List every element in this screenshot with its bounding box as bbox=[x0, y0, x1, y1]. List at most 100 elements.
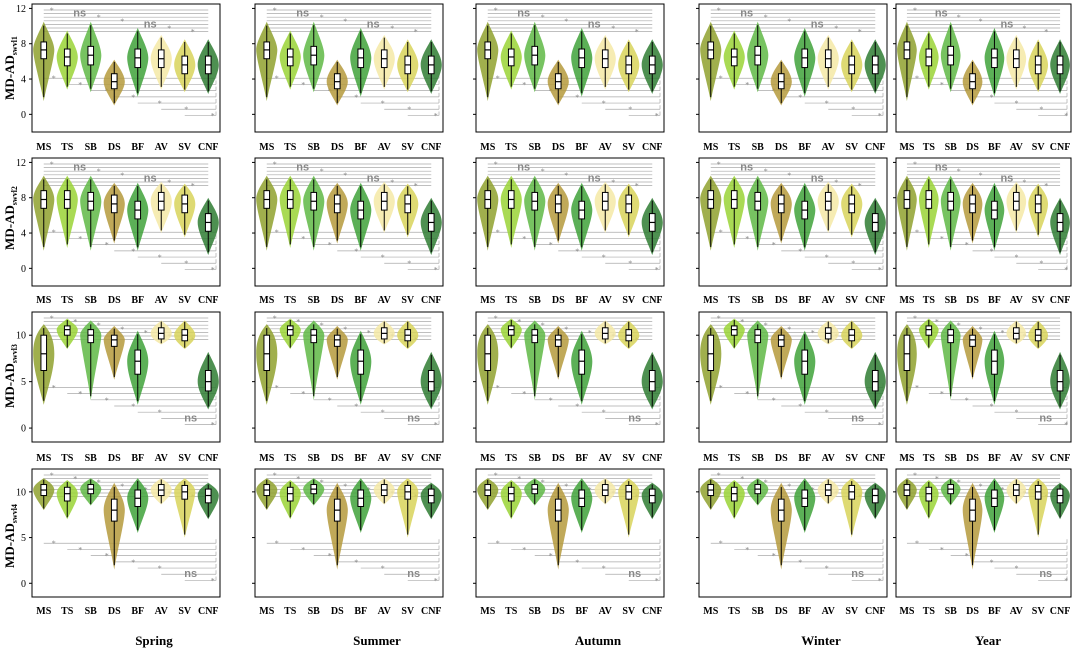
x-tick-label-ms: MS bbox=[703, 295, 718, 306]
significance-brackets: *ns**ns********* bbox=[43, 6, 217, 120]
box-ts bbox=[507, 325, 515, 336]
x-tick-label-sb: SB bbox=[752, 453, 765, 464]
sig-label: * bbox=[745, 234, 749, 243]
box-ts bbox=[925, 325, 933, 336]
sig-label: * bbox=[320, 13, 324, 22]
sig-label: * bbox=[635, 28, 639, 37]
sig-label: * bbox=[990, 402, 994, 411]
x-tick-label-sv: SV bbox=[178, 295, 192, 306]
sig-label: ns bbox=[407, 568, 420, 580]
x-tick-label-sv: SV bbox=[178, 142, 192, 153]
x-tick-label-ts: TS bbox=[284, 453, 297, 464]
significance-brackets: ************ns* bbox=[906, 471, 1068, 585]
sig-label: ns bbox=[1000, 18, 1013, 30]
sig-label: * bbox=[120, 325, 124, 334]
x-tick-label-ms: MS bbox=[899, 295, 914, 306]
x-tick-label-ts: TS bbox=[728, 606, 741, 617]
x-tick-label-av: AV bbox=[378, 606, 392, 617]
x-tick-label-bf: BF bbox=[798, 606, 811, 617]
x-tick-label-sb: SB bbox=[529, 142, 542, 153]
ylabel-row-3: MD-ADswvl3 bbox=[2, 344, 19, 408]
sig-label: * bbox=[915, 74, 919, 83]
y-tick-label: 12 bbox=[16, 4, 26, 15]
x-tick-label-av: AV bbox=[1010, 606, 1024, 617]
sig-label: * bbox=[414, 28, 418, 37]
x-tick-label-ds: DS bbox=[331, 606, 344, 617]
sig-label: * bbox=[158, 564, 162, 573]
sig-label: * bbox=[354, 93, 358, 102]
sig-label: * bbox=[655, 265, 659, 274]
x-tick-label-ts: TS bbox=[505, 606, 518, 617]
x-tick-label-ms: MS bbox=[36, 295, 51, 306]
box-cnf bbox=[427, 370, 435, 392]
x-tick-label-cnf: CNF bbox=[865, 606, 886, 617]
box-ts bbox=[63, 325, 71, 336]
x-tick-label-ds: DS bbox=[775, 606, 788, 617]
panel-frame bbox=[31, 468, 221, 598]
sig-label: * bbox=[273, 160, 277, 169]
sig-label: * bbox=[740, 475, 744, 484]
panel-frame bbox=[475, 157, 665, 287]
sig-label: * bbox=[50, 6, 54, 15]
panel-frame bbox=[254, 468, 444, 598]
sig-label: * bbox=[517, 318, 521, 327]
sig-label: * bbox=[50, 314, 54, 323]
x-tick-label-sv: SV bbox=[1032, 142, 1046, 153]
sig-label: * bbox=[764, 321, 768, 330]
sig-label: * bbox=[787, 171, 791, 180]
sig-label: * bbox=[522, 390, 526, 399]
box-sb bbox=[531, 329, 539, 344]
x-tick-label-av: AV bbox=[822, 606, 836, 617]
x-tick-label-cnf: CNF bbox=[198, 606, 219, 617]
sig-label: * bbox=[494, 471, 498, 480]
sig-label: * bbox=[120, 482, 124, 491]
panel-frame bbox=[254, 311, 444, 443]
sig-label: * bbox=[719, 228, 723, 237]
sig-label: * bbox=[496, 383, 500, 392]
sig-label: * bbox=[745, 545, 749, 554]
x-tick-label-cnf: CNF bbox=[421, 453, 442, 464]
x-tick-label-bf: BF bbox=[798, 142, 811, 153]
x-tick-label-av: AV bbox=[1010, 142, 1024, 153]
sig-label: * bbox=[211, 576, 215, 585]
sig-label: * bbox=[78, 390, 82, 399]
x-tick-label-ds: DS bbox=[331, 295, 344, 306]
sig-label: * bbox=[52, 74, 56, 83]
x-tick-label-ms: MS bbox=[480, 606, 495, 617]
sig-label: * bbox=[328, 241, 332, 250]
sig-label: * bbox=[414, 182, 418, 191]
sig-label: * bbox=[717, 314, 721, 323]
x-tick-label-ds: DS bbox=[552, 606, 565, 617]
x-tick-label-sb: SB bbox=[945, 142, 958, 153]
x-tick-label-av: AV bbox=[599, 295, 613, 306]
sig-label: * bbox=[381, 564, 385, 573]
sig-label: * bbox=[787, 325, 791, 334]
sig-label: * bbox=[131, 402, 135, 411]
x-tick-label-bf: BF bbox=[131, 295, 144, 306]
box-bf bbox=[134, 349, 142, 375]
box-ms bbox=[903, 334, 911, 372]
sig-label: * bbox=[719, 539, 723, 548]
panel-frame bbox=[31, 311, 221, 443]
x-tick-label-cnf: CNF bbox=[198, 142, 219, 153]
sig-label: * bbox=[381, 408, 385, 417]
x-tick-label-cnf: CNF bbox=[421, 295, 442, 306]
x-tick-label-sv: SV bbox=[622, 606, 636, 617]
sig-label: * bbox=[144, 328, 148, 337]
x-tick-label-av: AV bbox=[1010, 453, 1024, 464]
x-tick-label-cnf: CNF bbox=[1050, 453, 1071, 464]
x-tick-label-sb: SB bbox=[308, 606, 321, 617]
x-tick-label-ms: MS bbox=[36, 142, 51, 153]
y-tick-label: 8 bbox=[21, 193, 26, 204]
box-cnf bbox=[648, 370, 656, 392]
sig-label: * bbox=[979, 325, 983, 334]
sig-label: * bbox=[78, 80, 82, 89]
sig-label: * bbox=[73, 318, 77, 327]
x-tick-label-sb: SB bbox=[752, 606, 765, 617]
x-tick-label-cnf: CNF bbox=[421, 142, 442, 153]
